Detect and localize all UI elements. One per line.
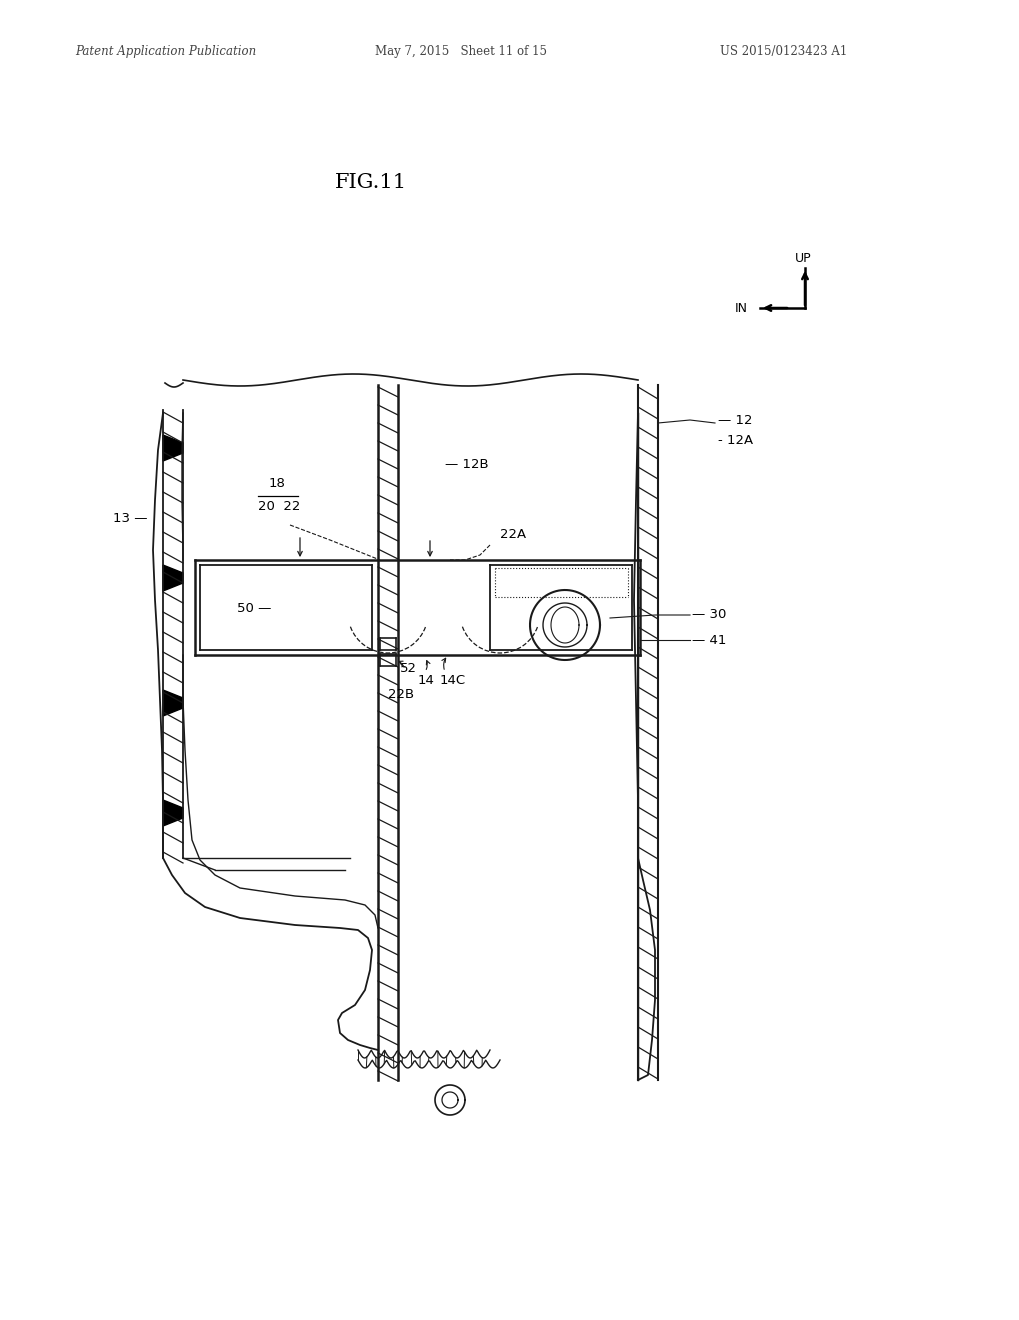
Text: UP: UP — [794, 252, 811, 264]
Text: — 12B: — 12B — [444, 458, 488, 471]
Text: May 7, 2015   Sheet 11 of 15: May 7, 2015 Sheet 11 of 15 — [375, 45, 546, 58]
Polygon shape — [163, 690, 182, 715]
Text: 14C: 14C — [439, 673, 466, 686]
Text: 14: 14 — [418, 673, 434, 686]
Text: — 12: — 12 — [717, 413, 752, 426]
Text: Patent Application Publication: Patent Application Publication — [75, 45, 256, 58]
Polygon shape — [163, 436, 182, 461]
Polygon shape — [163, 800, 182, 826]
Text: 50 —: 50 — — [236, 602, 271, 615]
Text: 22B: 22B — [387, 689, 414, 701]
Polygon shape — [163, 565, 182, 591]
Text: FIG.11: FIG.11 — [334, 173, 407, 193]
Text: 52: 52 — [399, 661, 417, 675]
Text: 13 —: 13 — — [113, 511, 148, 524]
Text: 18: 18 — [268, 477, 285, 490]
Text: 20  22: 20 22 — [258, 500, 300, 513]
Text: 22A: 22A — [499, 528, 526, 541]
Text: US 2015/0123423 A1: US 2015/0123423 A1 — [719, 45, 847, 58]
Text: - 12A: - 12A — [717, 433, 752, 446]
Text: — 30: — 30 — [691, 609, 726, 622]
Text: IN: IN — [735, 301, 747, 314]
Text: — 41: — 41 — [691, 634, 726, 647]
